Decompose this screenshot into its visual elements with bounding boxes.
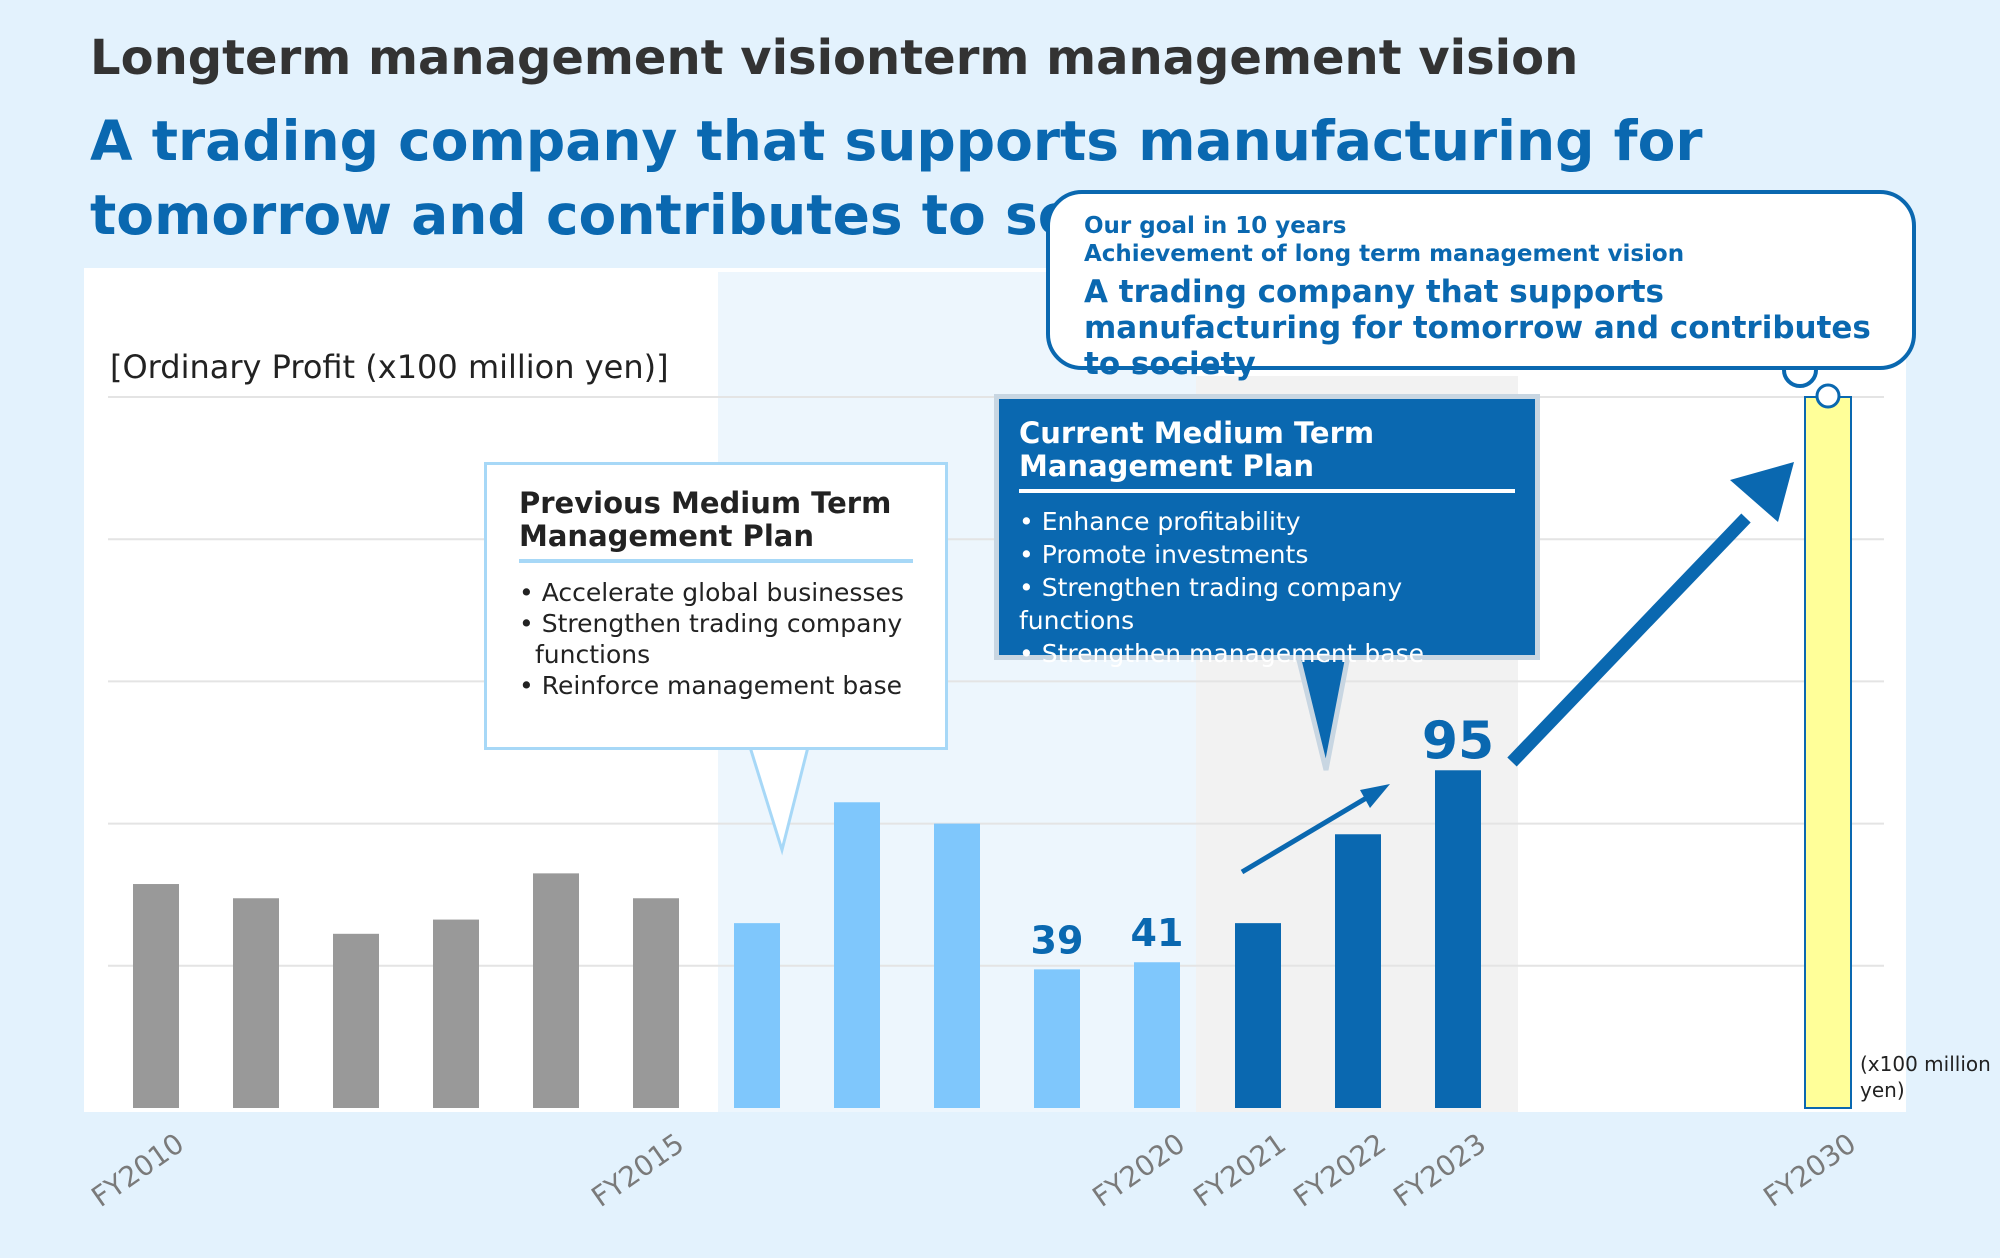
unit-note-line2: yen) (1860, 1078, 1905, 1102)
current-plan-list: • Enhance profitability • Promote invest… (1019, 505, 1515, 670)
current-plan-title: Current Medium Term Management Plan (1019, 417, 1515, 493)
previous-plan-item: • Reinforce management base (519, 671, 903, 700)
page-subtitle: A trading company that supports manufact… (90, 109, 1703, 247)
data-label: 95 (1422, 711, 1494, 771)
bar (233, 898, 279, 1108)
data-label: 39 (1031, 918, 1084, 962)
previous-plan-list: • Accelerate global businesses • Strengt… (519, 577, 913, 701)
previous-plan-item: • Strengthen trading company functions (519, 609, 903, 669)
bar (1335, 834, 1381, 1108)
bar (1235, 923, 1281, 1108)
bar (633, 898, 679, 1108)
bar (1435, 770, 1481, 1108)
goal-line2: Achievement of long term management visi… (1084, 241, 1685, 267)
unit-note-line1: (x100 million (1860, 1052, 1991, 1076)
y-axis-label: [Ordinary Profit (x100 million yen)] (110, 348, 669, 386)
current-plan-callout: Current Medium Term Management Plan • En… (994, 394, 1540, 668)
data-labels: 39 41 95 (1031, 711, 1495, 962)
data-label: 41 (1131, 911, 1184, 955)
bar (133, 884, 179, 1108)
goal-vision: A trading company that supports manufact… (1084, 274, 1871, 382)
bar (1804, 396, 1852, 1109)
previous-plan-title-line2: Management Plan (519, 519, 814, 553)
growth-arrow-large (1507, 513, 1751, 767)
current-plan-item: • Strengthen management base (1019, 639, 1425, 668)
previous-plan-title-line1: Previous Medium Term (519, 486, 892, 520)
bar (533, 873, 579, 1108)
x-tick-label: FY2021 (1188, 1127, 1293, 1214)
x-tick-label: FY2030 (1758, 1127, 1863, 1214)
x-tick-label: FY2023 (1388, 1127, 1493, 1214)
bar (1034, 969, 1080, 1108)
growth-arrow-small-head (1360, 784, 1390, 808)
goal-line1: Our goal in 10 years (1084, 213, 1347, 239)
x-tick-label: FY2010 (86, 1127, 191, 1214)
current-plan-item: • Strengthen trading company functions (1019, 573, 1403, 635)
previous-plan-title: Previous Medium Term Management Plan (519, 487, 913, 563)
goal-callout: Our goal in 10 years Achievement of long… (1046, 190, 1916, 382)
growth-arrow-small (1240, 794, 1370, 875)
previous-plan-callout: Previous Medium Term Management Plan • A… (484, 462, 948, 750)
bar (734, 923, 780, 1108)
current-plan-item: • Enhance profitability (1019, 507, 1301, 536)
current-plan-title-line1: Current Medium Term (1019, 416, 1375, 450)
previous-plan-item: • Accelerate global businesses (519, 578, 904, 607)
bar (934, 823, 980, 1108)
growth-arrow-large-head (1730, 462, 1794, 522)
current-plan-title-line2: Management Plan (1019, 449, 1314, 483)
bar (834, 802, 880, 1108)
x-tick-label: FY2020 (1087, 1127, 1192, 1214)
bar (433, 919, 479, 1108)
current-plan-item: • Promote investments (1019, 540, 1309, 569)
goal-bubble-dot-small (1815, 383, 1841, 409)
bars (133, 396, 1852, 1109)
bar (333, 933, 379, 1108)
x-tick-label: FY2022 (1288, 1127, 1393, 1214)
x-tick-label: FY2015 (586, 1127, 691, 1214)
page-title: Longterm management visionterm managemen… (90, 30, 1579, 86)
bar (1134, 962, 1180, 1108)
